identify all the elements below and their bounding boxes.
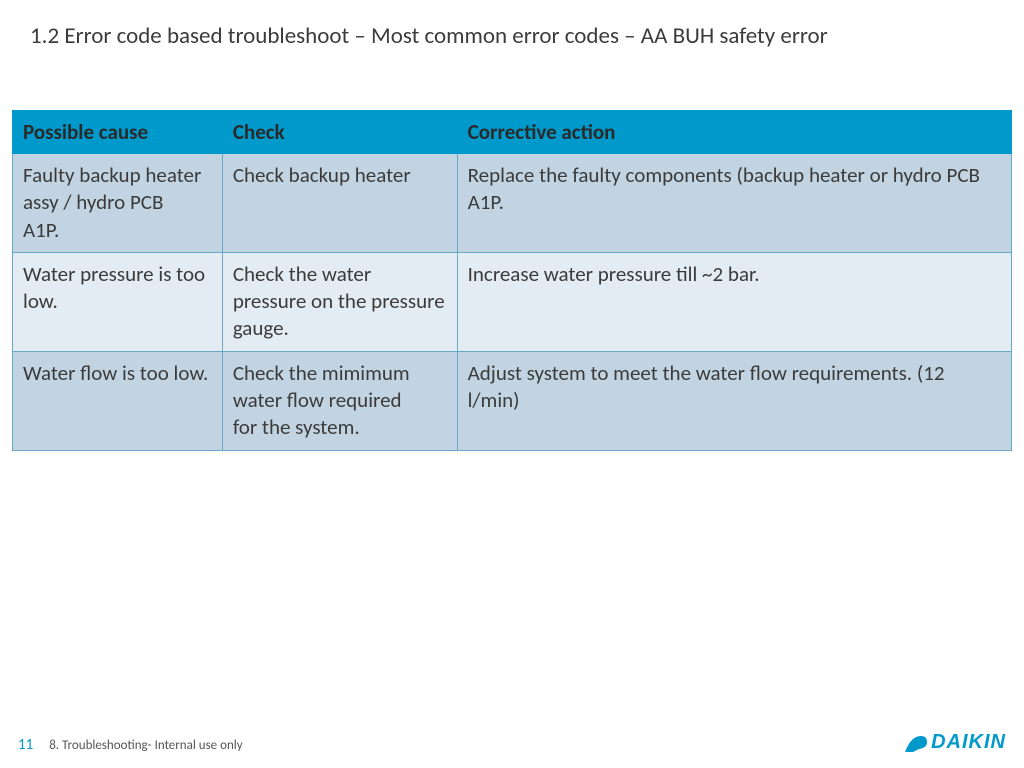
cell-action: Adjust system to meet the water flow req…: [457, 351, 1011, 450]
table-header-row: Possible cause Check Corrective action: [13, 111, 1012, 154]
daikin-logo: DAIKIN: [905, 731, 1006, 754]
cell-check: Check backup heater: [222, 154, 457, 253]
footer-left: 11 8. Troubleshooting- Internal use only: [18, 736, 243, 754]
footer-text: 8. Troubleshooting- Internal use only: [49, 738, 242, 753]
slide-title: 1.2 Error code based troubleshoot – Most…: [30, 22, 828, 50]
daikin-logo-icon: [905, 734, 927, 752]
cell-cause: Faulty backup heater assy / hydro PCBA1P…: [13, 154, 223, 253]
troubleshoot-table: Possible cause Check Corrective action F…: [12, 110, 1012, 451]
cell-cause: Water flow is too low.: [13, 351, 223, 450]
cell-check: Check the mimimum water flow requiredfor…: [222, 351, 457, 450]
cell-action: Increase water pressure till ~2 bar.: [457, 252, 1011, 351]
table-row: Faulty backup heater assy / hydro PCBA1P…: [13, 154, 1012, 253]
page-number: 11: [18, 736, 33, 754]
cell-cause: Water pressure is too low.: [13, 252, 223, 351]
slide-footer: 11 8. Troubleshooting- Internal use only…: [18, 731, 1006, 754]
col-header-cause: Possible cause: [13, 111, 223, 154]
col-header-check: Check: [222, 111, 457, 154]
cell-check: Check the water pressure on the pressure…: [222, 252, 457, 351]
col-header-action: Corrective action: [457, 111, 1011, 154]
cell-action: Replace the faulty components (backup he…: [457, 154, 1011, 253]
daikin-logo-text: DAIKIN: [931, 731, 1006, 754]
table-row: Water flow is too low. Check the mimimum…: [13, 351, 1012, 450]
table-row: Water pressure is too low. Check the wat…: [13, 252, 1012, 351]
